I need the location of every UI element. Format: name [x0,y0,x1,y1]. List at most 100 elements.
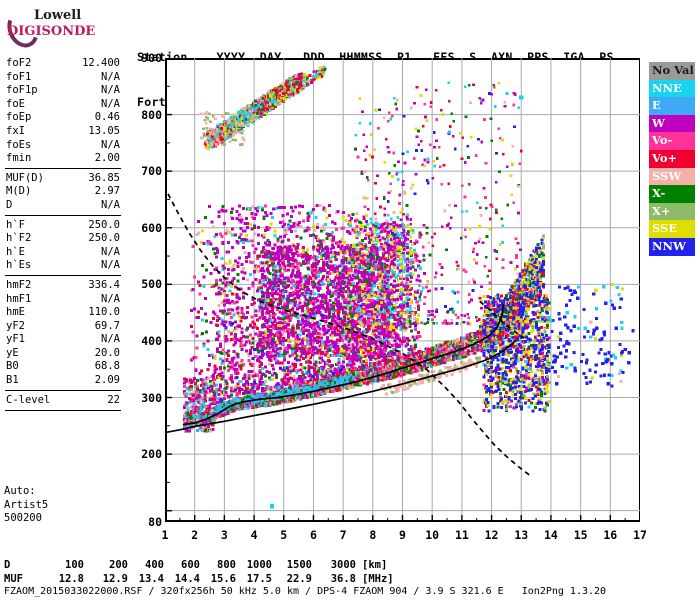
param-name: foF1 [6,70,32,83]
legend-item-e[interactable]: E [649,97,695,115]
distance-value: 600 [181,559,200,571]
echo-scatter-points [182,65,635,509]
legend-item-nnw[interactable]: NNW [649,237,695,256]
param-row: D N/A [4,199,122,213]
param-name: C-level [6,393,51,406]
distance-value: 800 [217,559,236,571]
param-value: 12.400 [82,57,120,69]
param-row: h`Es N/A [4,259,122,273]
param-row: MUF(D) 36.85 [4,172,122,186]
x-tick-label: 5 [280,528,288,542]
param-value: 2.09 [94,374,120,387]
y-tick-label: 80 [148,515,162,529]
x-tick-label: 6 [309,528,317,542]
y-axis-labels: 80 200 300 400 500 600 700 800 900 [126,51,162,529]
param-value: 336.4 [88,278,120,291]
y-tick-label: 800 [141,107,162,122]
distance-value: 200 [109,559,128,571]
param-name: MUF(D) [6,171,44,184]
legend-item-nne[interactable]: NNE [649,79,695,98]
muf-value: 12.9 [102,573,128,585]
x-tick-label: 13 [514,528,529,542]
param-value: 250.0 [88,218,120,231]
logo-lowell-text: Lowell [34,8,82,23]
param-name: yF2 [6,319,25,332]
param-row: foF1 N/A [4,71,122,85]
param-name: h`E [6,245,25,258]
y-tick-label: 900 [141,51,162,65]
muf-unit: [MHz] [362,573,394,585]
param-divider [5,168,121,170]
param-value: N/A [101,138,120,151]
legend-item-ssw[interactable]: SSW [649,167,695,186]
param-row: fmin 2.00 [4,152,122,166]
param-divider [5,275,121,277]
distance-value: 400 [145,559,164,571]
param-name: yF1 [6,333,25,346]
distance-label: D [4,559,11,571]
param-row: fxI 13.05 [4,125,122,139]
param-row: foF2 12.400 [4,57,122,71]
x-tick-label: 10 [425,528,440,542]
x-tick-label: 8 [369,528,377,542]
logo-digisonde-text: DIGISONDE [7,24,96,39]
autoscaled-trace-curves [165,193,531,477]
param-name: foF2 [6,57,32,69]
param-row: h`F 250.0 [4,219,122,233]
param-value: 250.0 [88,232,120,245]
param-row: hmF1 N/A [4,293,122,307]
y-tick-label: 500 [141,277,162,292]
param-divider [5,215,121,217]
param-value: N/A [101,292,120,305]
param-value: N/A [101,245,120,258]
param-name: h`Es [6,259,32,272]
y-tick-label: 200 [141,447,162,462]
param-row: h`E N/A [4,246,122,260]
param-value: N/A [101,259,120,272]
legend-item-vo[interactable]: Vo+ [649,149,695,168]
legend-item-w[interactable]: W [649,114,695,133]
param-value: 2.97 [94,185,120,198]
param-value: 69.7 [94,319,120,332]
x-tick-label: 17 [633,528,647,542]
param-row: yF1 N/A [4,333,122,347]
param-name: foEp [6,111,32,124]
legend-item-vo[interactable]: Vo- [649,132,695,150]
param-row: foE N/A [4,98,122,112]
muf-value: 12.8 [58,573,84,585]
param-value: 2.00 [94,152,120,165]
param-divider [5,390,121,392]
param-row: C-level 22 [4,394,122,408]
param-value: N/A [101,97,120,110]
param-value: N/A [101,70,120,83]
param-name: hmF2 [6,278,32,291]
param-row: hmE 110.0 [4,306,122,320]
legend-item-no-val[interactable]: No Val [649,62,695,80]
param-name: hmE [6,306,25,319]
legend-item-x[interactable]: X- [649,185,695,203]
x-tick-label: 14 [544,528,558,542]
param-value: N/A [101,84,120,97]
x-axis-labels: 1 2 3 4 5 6 7 8 9 10 11 12 13 14 15 16 17 [162,528,647,544]
muf-value: 13.4 [138,573,164,585]
param-name: foE [6,97,25,110]
ionogram-plot[interactable] [165,58,640,522]
param-divider [5,409,121,411]
param-row: B0 68.8 [4,360,122,374]
legend-item-sse[interactable]: SSE [649,220,695,238]
distance-unit: [km] [362,559,388,571]
legend-item-x[interactable]: X+ [649,202,695,221]
param-name: yE [6,346,19,359]
param-value: N/A [101,333,120,346]
muf-value: 15.6 [210,573,236,585]
x-tick-label: 16 [603,528,618,542]
param-name: fmin [6,152,32,165]
param-value: 0.46 [94,111,120,124]
x-tick-label: 4 [250,528,258,542]
param-name: foEs [6,138,32,151]
param-value: 20.0 [94,346,120,359]
muf-value: 36.8 [330,573,356,585]
param-value: 22 [107,393,120,406]
file-info-footer: FZAOM_2015033022000.RSF / 320fx256h 50 k… [4,586,607,597]
x-tick-label: 12 [484,528,499,542]
